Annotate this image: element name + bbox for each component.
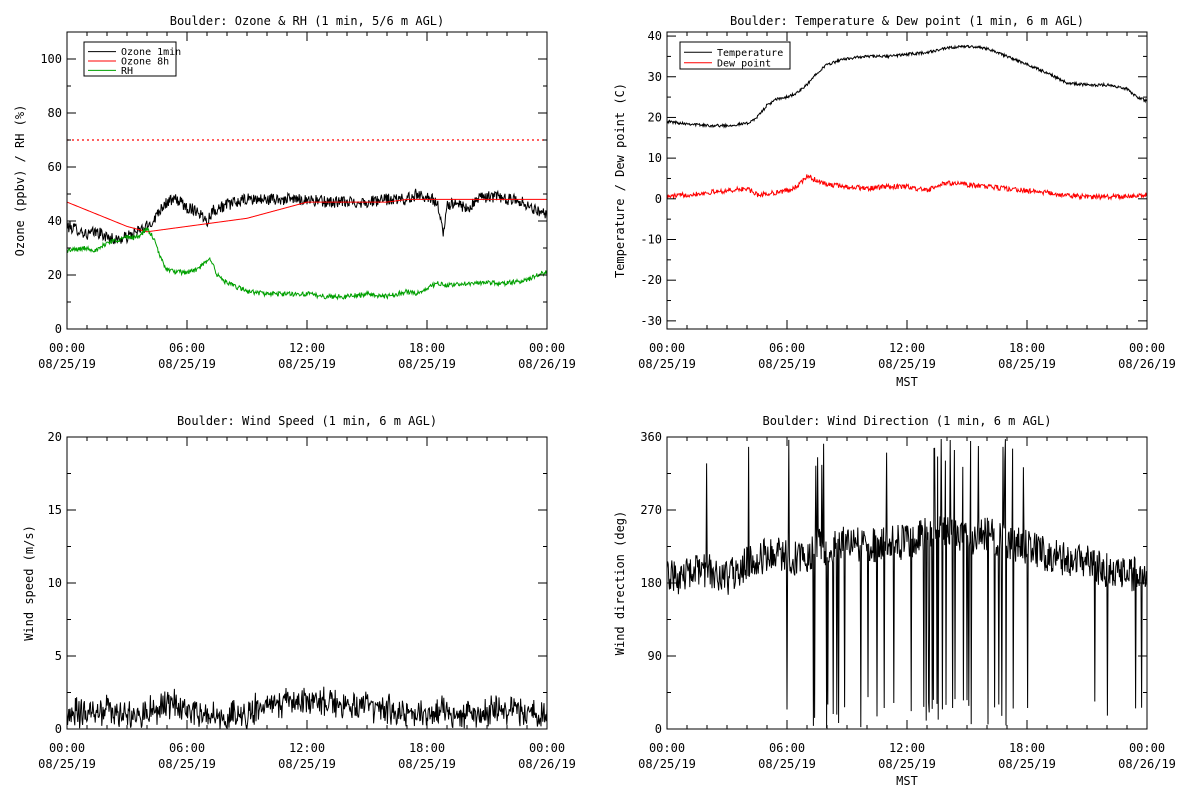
x-tick-label-date: 08/25/19 <box>38 757 96 771</box>
y-tick-label: 80 <box>48 106 62 120</box>
y-tick-label: 60 <box>48 160 62 174</box>
chart-title: Boulder: Ozone & RH (1 min, 5/6 m AGL) <box>170 14 445 28</box>
x-tick-label-date: 08/25/19 <box>158 757 216 771</box>
x-tick-label-time: 00:00 <box>49 341 85 355</box>
x-tick-label-date: 08/26/19 <box>518 757 576 771</box>
x-tick-label-date: 08/25/19 <box>38 357 96 371</box>
chart-title: Boulder: Temperature & Dew point (1 min,… <box>730 14 1084 28</box>
legend-entry: Dew point <box>717 58 771 69</box>
x-axis-label: MST <box>896 774 918 788</box>
y-tick-label: 10 <box>48 576 62 590</box>
y-tick-label: 270 <box>640 503 662 517</box>
x-tick-label-time: 12:00 <box>289 741 325 755</box>
y-tick-label: 90 <box>648 649 662 663</box>
x-axis-label: MST <box>896 375 918 389</box>
y-tick-label: -10 <box>640 232 662 246</box>
y-tick-label: 15 <box>48 503 62 517</box>
y-tick-label: 5 <box>55 649 62 663</box>
legend-entry: RH <box>121 66 133 77</box>
x-tick-label-time: 00:00 <box>49 741 85 755</box>
figure-background <box>0 0 1200 800</box>
x-tick-label-date: 08/25/19 <box>398 357 456 371</box>
x-tick-label-date: 08/26/19 <box>518 357 576 371</box>
x-tick-label-time: 00:00 <box>1129 741 1165 755</box>
x-tick-label-time: 06:00 <box>769 741 805 755</box>
x-tick-label-time: 00:00 <box>529 741 565 755</box>
y-tick-label: 20 <box>648 110 662 124</box>
x-tick-label-date: 08/25/19 <box>758 757 816 771</box>
x-tick-label-date: 08/25/19 <box>278 757 336 771</box>
x-tick-label-date: 08/25/19 <box>638 357 696 371</box>
x-tick-label-time: 00:00 <box>529 341 565 355</box>
y-tick-label: 180 <box>640 576 662 590</box>
x-tick-label-time: 18:00 <box>1009 341 1045 355</box>
x-tick-label-date: 08/25/19 <box>398 757 456 771</box>
x-tick-label-time: 18:00 <box>1009 741 1045 755</box>
x-tick-label-time: 00:00 <box>649 741 685 755</box>
y-axis-label: Wind speed (m/s) <box>22 525 36 641</box>
x-tick-label-date: 08/25/19 <box>758 357 816 371</box>
y-tick-label: 40 <box>48 214 62 228</box>
y-tick-label: 30 <box>648 70 662 84</box>
y-tick-label: 100 <box>40 52 62 66</box>
y-tick-label: 0 <box>655 722 662 736</box>
x-tick-label-date: 08/25/19 <box>878 757 936 771</box>
figure: Boulder: Ozone & RH (1 min, 5/6 m AGL) O… <box>0 0 1200 800</box>
y-tick-label: 10 <box>648 151 662 165</box>
y-tick-label: 20 <box>48 268 62 282</box>
y-tick-label: 360 <box>640 430 662 444</box>
x-tick-label-time: 06:00 <box>169 741 205 755</box>
y-tick-label: 0 <box>655 192 662 206</box>
x-tick-label-date: 08/25/19 <box>878 357 936 371</box>
y-tick-label: 0 <box>55 722 62 736</box>
y-tick-label: 40 <box>648 29 662 43</box>
x-tick-label-time: 12:00 <box>889 741 925 755</box>
y-axis-label: Wind direction (deg) <box>613 511 627 656</box>
x-tick-label-time: 00:00 <box>1129 341 1165 355</box>
x-tick-label-time: 12:00 <box>889 341 925 355</box>
x-tick-label-time: 00:00 <box>649 341 685 355</box>
x-tick-label-date: 08/26/19 <box>1118 357 1176 371</box>
legend-entry: Temperature <box>717 48 783 59</box>
y-tick-label: -30 <box>640 314 662 328</box>
x-tick-label-time: 12:00 <box>289 341 325 355</box>
x-tick-label-date: 08/25/19 <box>998 757 1056 771</box>
x-tick-label-time: 18:00 <box>409 341 445 355</box>
x-tick-label-date: 08/25/19 <box>278 357 336 371</box>
y-tick-label: 0 <box>55 322 62 336</box>
x-tick-label-time: 06:00 <box>169 341 205 355</box>
chart-title: Boulder: Wind Speed (1 min, 6 m AGL) <box>177 414 437 428</box>
x-tick-label-date: 08/25/19 <box>638 757 696 771</box>
y-tick-label: 20 <box>48 430 62 444</box>
x-tick-label-time: 18:00 <box>409 741 445 755</box>
y-axis-label: Ozone (ppbv) / RH (%) <box>13 105 27 257</box>
x-tick-label-time: 06:00 <box>769 341 805 355</box>
y-axis-label: Temperature / Dew point (C) <box>613 83 627 278</box>
chart-title: Boulder: Wind Direction (1 min, 6 m AGL) <box>763 414 1052 428</box>
x-tick-label-date: 08/25/19 <box>998 357 1056 371</box>
y-tick-label: -20 <box>640 273 662 287</box>
x-tick-label-date: 08/25/19 <box>158 357 216 371</box>
x-tick-label-date: 08/26/19 <box>1118 757 1176 771</box>
